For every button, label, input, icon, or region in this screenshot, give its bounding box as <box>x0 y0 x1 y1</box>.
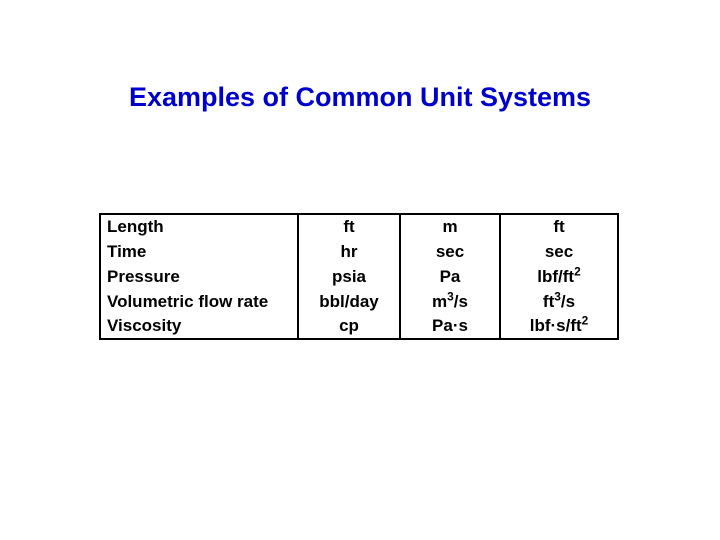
table-row: Lengthftmft <box>100 214 618 239</box>
row-value-2: m <box>400 214 500 239</box>
unit-table-body: LengthftmftTimehrsecsecPressurepsiaPalbf… <box>100 214 618 339</box>
row-value-3: lbf·s/ft2 <box>500 314 618 339</box>
row-value-3: sec <box>500 239 618 264</box>
row-value-1: bbl/day <box>298 289 400 314</box>
table-row: ViscositycpPa·slbf·s/ft2 <box>100 314 618 339</box>
table-row: Timehrsecsec <box>100 239 618 264</box>
row-label: Pressure <box>100 264 298 289</box>
row-value-3: lbf/ft2 <box>500 264 618 289</box>
row-label: Viscosity <box>100 314 298 339</box>
row-label: Length <box>100 214 298 239</box>
row-value-3: ft3/s <box>500 289 618 314</box>
row-value-1: ft <box>298 214 400 239</box>
table-row: Volumetric flow ratebbl/daym3/sft3/s <box>100 289 618 314</box>
row-value-1: cp <box>298 314 400 339</box>
unit-table-container: LengthftmftTimehrsecsecPressurepsiaPalbf… <box>99 213 619 340</box>
row-value-2: Pa·s <box>400 314 500 339</box>
slide-title: Examples of Common Unit Systems <box>0 82 720 113</box>
row-value-3: ft <box>500 214 618 239</box>
row-value-2: Pa <box>400 264 500 289</box>
unit-table: LengthftmftTimehrsecsecPressurepsiaPalbf… <box>99 213 619 340</box>
row-value-1: psia <box>298 264 400 289</box>
row-value-2: sec <box>400 239 500 264</box>
row-value-2: m3/s <box>400 289 500 314</box>
row-label: Volumetric flow rate <box>100 289 298 314</box>
slide: Examples of Common Unit Systems Lengthft… <box>0 0 720 540</box>
row-value-1: hr <box>298 239 400 264</box>
table-row: PressurepsiaPalbf/ft2 <box>100 264 618 289</box>
row-label: Time <box>100 239 298 264</box>
